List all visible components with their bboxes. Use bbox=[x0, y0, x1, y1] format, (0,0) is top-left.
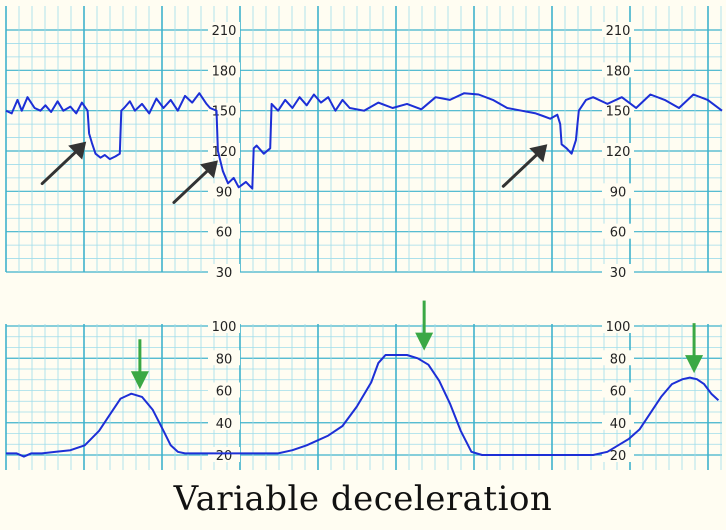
tick-label-backing bbox=[208, 414, 240, 430]
caption-title: Variable deceleration bbox=[173, 479, 553, 519]
fhr-tick-label: 180 bbox=[212, 64, 237, 79]
uc-tick-labels: 20 40 60 80 100 20 40 60 80 100 bbox=[208, 318, 634, 464]
fhr-tick-label: 120 bbox=[606, 145, 631, 160]
uc-tick-label: 80 bbox=[610, 352, 627, 367]
deceleration-arrow bbox=[172, 167, 211, 204]
fhr-tick-label: 180 bbox=[606, 64, 631, 79]
fhr-trace bbox=[5, 92, 723, 190]
fhr-tick-label: 30 bbox=[610, 266, 627, 281]
tick-label-backing bbox=[602, 414, 634, 430]
fhr-series-line bbox=[5, 92, 723, 190]
fhr-tick-label: 210 bbox=[212, 24, 237, 39]
tick-label-backing bbox=[602, 223, 634, 239]
tick-label-backing bbox=[208, 447, 240, 462]
contraction-peak-arrow-head bbox=[685, 355, 704, 374]
uc-tick-label: 20 bbox=[610, 449, 627, 464]
uc-tick-label: 100 bbox=[606, 320, 631, 335]
fhr-tick-label: 60 bbox=[216, 226, 233, 241]
tick-label-backing bbox=[602, 22, 634, 37]
tick-label-backing bbox=[602, 102, 634, 118]
contraction-peak-arrow-head bbox=[130, 371, 149, 390]
uc-tick-label: 60 bbox=[610, 385, 627, 400]
fhr-tick-label: 90 bbox=[610, 185, 627, 200]
fhr-tick-label: 150 bbox=[212, 105, 237, 120]
deceleration-arrow bbox=[501, 151, 540, 188]
tick-label-backing bbox=[602, 350, 634, 366]
deceleration-arrow-head bbox=[199, 160, 218, 179]
fhr-tick-label: 90 bbox=[216, 185, 233, 200]
uc-tick-label: 100 bbox=[212, 320, 237, 335]
tick-label-backing bbox=[208, 264, 240, 279]
uc-trace bbox=[6, 354, 720, 458]
contraction-peak-arrow-head bbox=[415, 332, 434, 351]
tick-label-backing bbox=[602, 143, 634, 158]
deceleration-arrow-head bbox=[529, 144, 548, 163]
uc-tick-label: 40 bbox=[216, 417, 233, 432]
tick-label-backing bbox=[208, 62, 240, 78]
annotation-arrows bbox=[40, 141, 704, 390]
fhr-tick-label: 210 bbox=[606, 24, 631, 39]
tick-label-backing bbox=[208, 350, 240, 366]
fhr-tick-label: 30 bbox=[216, 266, 233, 281]
tick-label-backing bbox=[602, 382, 634, 398]
tick-label-backing bbox=[208, 382, 240, 398]
tick-label-backing bbox=[602, 62, 634, 78]
tick-label-backing bbox=[208, 22, 240, 37]
uc-tick-label: 20 bbox=[216, 449, 233, 464]
fhr-tick-label: 60 bbox=[610, 226, 627, 241]
deceleration-arrow bbox=[40, 149, 79, 186]
tick-label-backing bbox=[208, 183, 240, 199]
uc-tick-label: 60 bbox=[216, 385, 233, 400]
uc-series-line bbox=[6, 354, 720, 458]
deceleration-arrow-head bbox=[68, 141, 87, 160]
tick-label-backing bbox=[208, 223, 240, 239]
tick-label-backing bbox=[208, 143, 240, 158]
fhr-tick-label: 120 bbox=[212, 145, 237, 160]
tick-label-backing bbox=[602, 318, 634, 333]
tick-label-backing bbox=[208, 318, 240, 333]
tick-label-backing bbox=[602, 264, 634, 279]
uc-tick-label: 80 bbox=[216, 352, 233, 367]
fhr-tick-label: 150 bbox=[606, 105, 631, 120]
uc-tick-label: 40 bbox=[610, 417, 627, 432]
uc-grid bbox=[5, 324, 722, 470]
tick-label-backing bbox=[602, 183, 634, 199]
